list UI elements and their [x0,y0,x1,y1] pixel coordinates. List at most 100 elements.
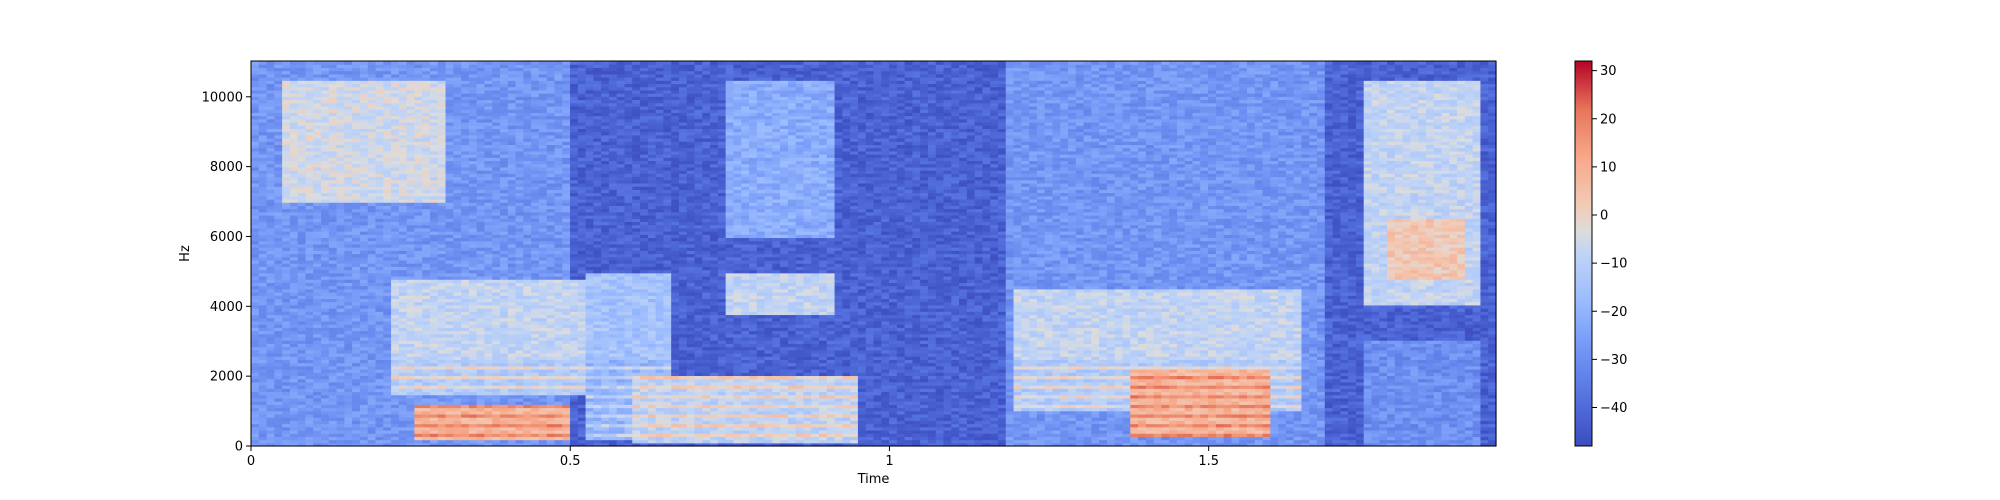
heatmap-cell [251,170,260,174]
heatmap-cell [398,215,408,219]
heatmap-cell [515,109,524,113]
heatmap-cell [492,96,501,101]
heatmap-cell [515,436,524,441]
heatmap-cell [538,215,548,219]
heatmap-cell [422,295,431,300]
heatmap-cell [500,407,509,412]
heatmap-cell [445,301,454,306]
heatmap-cell [359,224,369,229]
heatmap-cell [251,407,260,412]
heatmap-cell [429,356,439,360]
heatmap-cell [282,439,291,444]
heatmap-cell [266,83,275,88]
heatmap-cell [321,150,330,155]
heatmap-cell [251,256,260,261]
heatmap-cell [523,115,532,120]
heatmap-cell [398,99,408,104]
heatmap-cell [375,288,384,293]
heatmap-cell [251,426,260,431]
heatmap-cell [297,105,307,110]
heatmap-cell [429,433,439,437]
heatmap-cell [321,121,330,126]
heatmap-cell [476,417,486,421]
heatmap-cell [282,282,291,287]
heatmap-cell [429,436,439,441]
heatmap-cell [274,211,283,216]
heatmap-cell [383,96,392,101]
heatmap-cell [554,150,563,155]
heatmap-cell [274,208,283,213]
heatmap-cell [500,80,509,85]
heatmap-cell [289,160,299,165]
heatmap-cell [321,285,330,290]
heatmap-cell [313,170,322,174]
heatmap-cell [476,298,486,303]
heatmap-cell [344,391,353,396]
heatmap-cell [321,96,330,101]
heatmap-cell [398,349,408,354]
heatmap-cell [297,83,307,88]
heatmap-cell [484,272,493,277]
heatmap-cell [406,356,416,360]
heatmap-cell [538,234,548,239]
heatmap-cell [570,397,579,402]
heatmap-cell [391,86,400,91]
heatmap-cell [484,372,493,377]
heatmap-cell [321,304,330,309]
heatmap-cell [398,218,408,223]
heatmap-cell [352,365,361,370]
heatmap-cell [367,304,377,309]
heatmap-cell [476,410,486,415]
heatmap-cell [367,179,377,184]
heatmap-cell [538,413,548,418]
heatmap-cell [282,256,291,261]
heatmap-cell [554,179,563,184]
heatmap-cell [554,330,563,335]
heatmap-cell [282,292,291,296]
heatmap-cell [515,89,524,94]
heatmap-cell [538,173,548,178]
heatmap-cell [445,263,454,267]
heatmap-cell [484,295,493,300]
heatmap-cell [391,163,400,168]
heatmap-cell [515,282,524,287]
heatmap-cell [359,170,369,174]
heatmap-cell [282,121,291,126]
heatmap-cell [562,375,571,380]
heatmap-cell [344,378,353,383]
heatmap-cell [422,138,431,142]
heatmap-cell [336,202,345,206]
heatmap-cell [383,144,392,149]
heatmap-cell [406,221,416,226]
heatmap-cell [344,275,353,280]
heatmap-cell [492,89,501,94]
heatmap-cell [476,388,486,393]
heatmap-cell [344,413,353,418]
heatmap-cell [531,176,540,181]
heatmap-cell [523,301,532,306]
heatmap-cell [313,340,322,344]
heatmap-cell [289,64,299,69]
heatmap-cell [507,404,517,409]
heatmap-cell [437,320,447,325]
heatmap-cell [383,205,392,210]
heatmap-cell [297,381,307,386]
heatmap-cell [336,70,345,75]
heatmap-cell [344,195,353,200]
heatmap-cell [461,317,470,322]
heatmap-cell [258,356,268,360]
heatmap-cell [297,134,307,139]
heatmap-cell [554,192,563,197]
heatmap-cell [282,147,291,152]
heatmap-cell [445,324,454,328]
heatmap-cell [445,173,454,178]
heatmap-cell [570,375,579,380]
heatmap-cell [437,349,447,354]
heatmap-cell [313,407,322,412]
heatmap-cell [492,125,501,129]
heatmap-cell [515,365,524,370]
heatmap-cell [289,105,299,110]
heatmap-cell [414,112,423,117]
heatmap-cell [445,150,454,155]
heatmap-cell [554,298,563,303]
